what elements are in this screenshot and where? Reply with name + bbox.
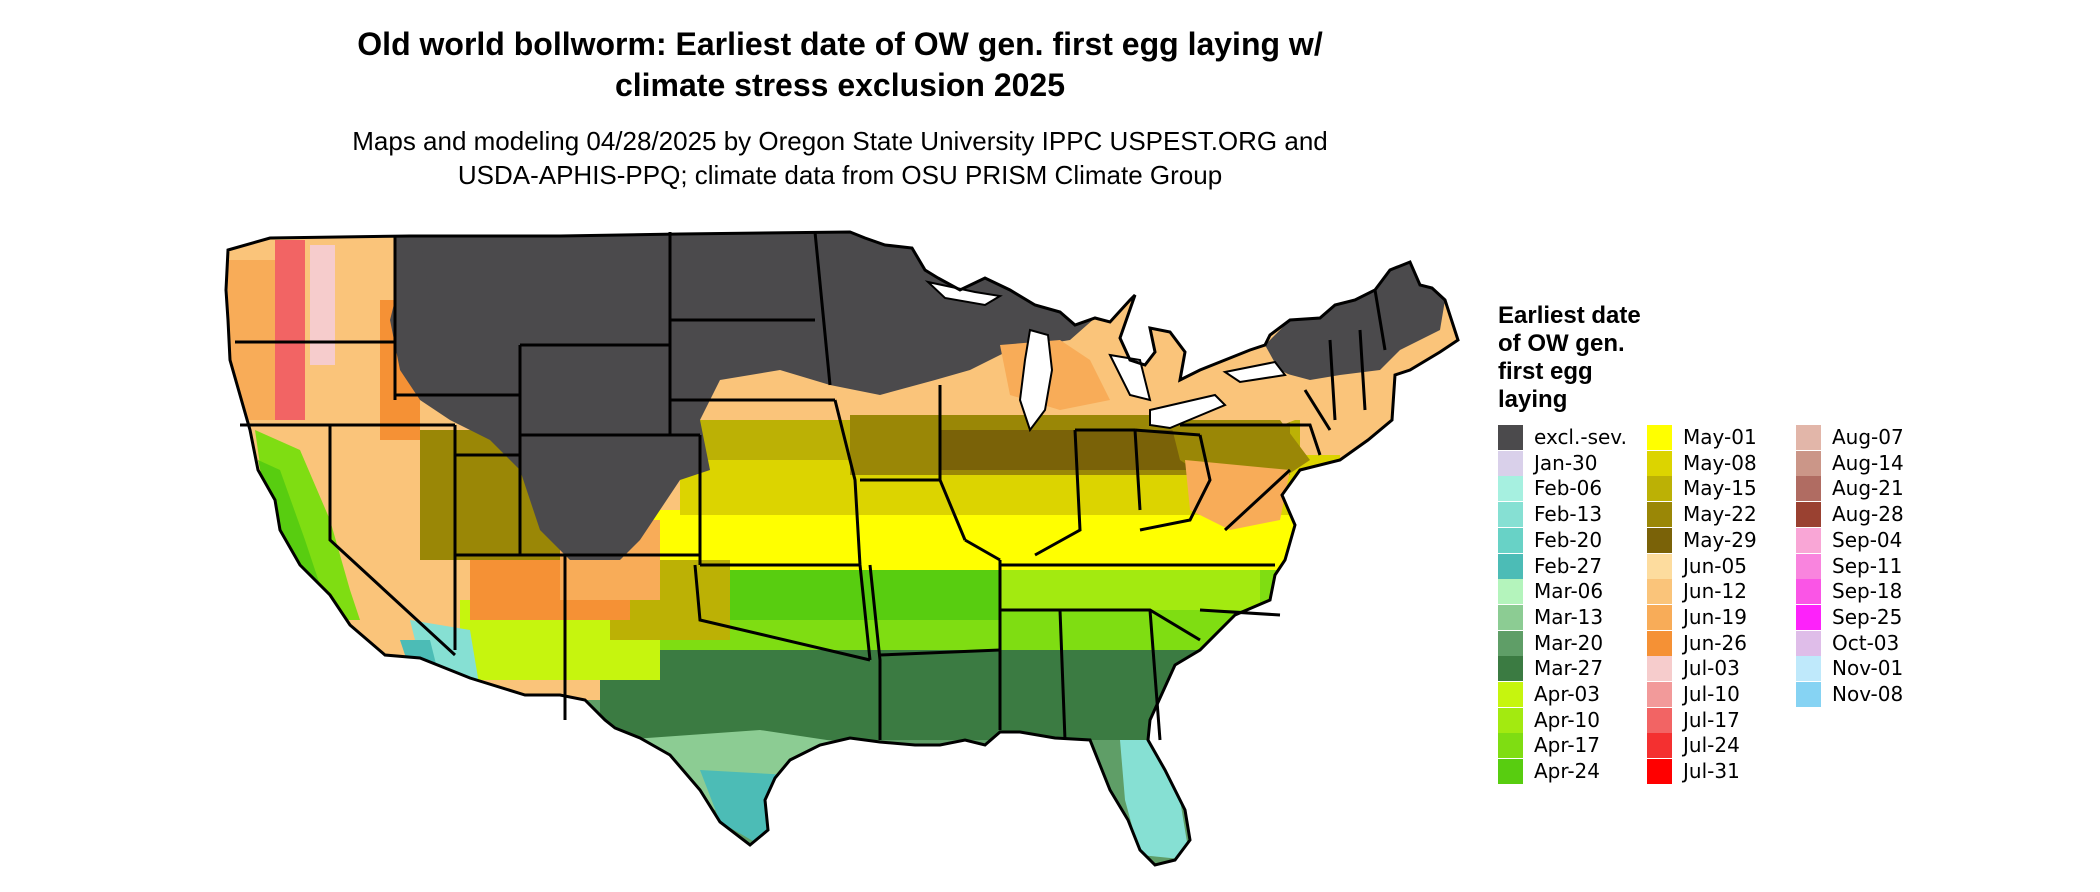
legend-title-line: of OW gen. [1498, 330, 1625, 357]
legend-title-line: Earliest date [1498, 302, 1641, 329]
map-subtitle-line-2: USDA-APHIS-PPQ; climate data from OSU PR… [457, 160, 1223, 190]
legend-title-line: laying [1498, 386, 1568, 413]
legend-title-line: first egg [1498, 358, 1593, 385]
map-title-line-1: Old world bollworm: Earliest date of OW … [357, 26, 1323, 62]
map-subtitle: Maps and modeling 04/28/2025 by Oregon S… [230, 124, 1450, 192]
legend-title: Earliest date of OW gen. first egg layin… [1498, 302, 1688, 414]
map-title-line-2: climate stress exclusion 2025 [614, 67, 1066, 103]
map-subtitle-line-1: Maps and modeling 04/28/2025 by Oregon S… [352, 126, 1328, 156]
map-title: Old world bollworm: Earliest date of OW … [230, 24, 1450, 106]
state-borders [235, 231, 1387, 741]
